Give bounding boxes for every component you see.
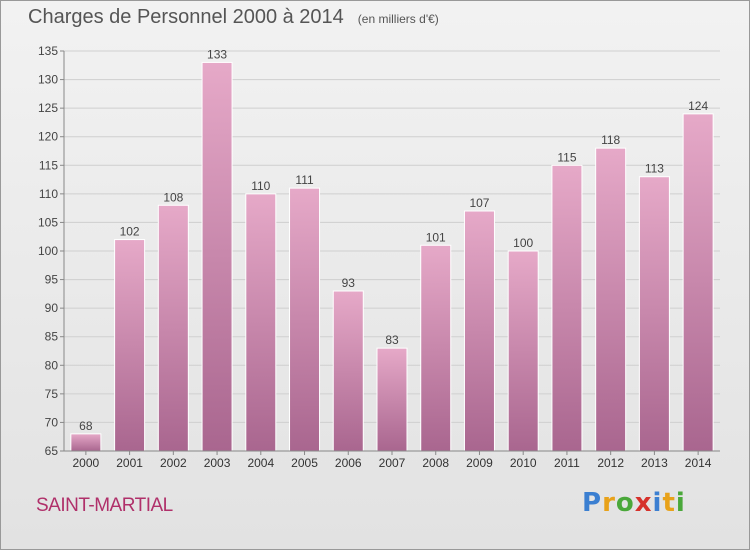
y-tick-label: 70 xyxy=(45,415,59,429)
y-tick-label: 65 xyxy=(45,444,59,458)
x-tick-label: 2000 xyxy=(73,456,100,470)
bar xyxy=(157,204,189,452)
data-label: 110 xyxy=(251,179,270,193)
bar xyxy=(289,187,321,452)
data-label: 100 xyxy=(513,236,533,250)
y-tick-label: 95 xyxy=(45,273,59,287)
unit-label: (en milliers d'€) xyxy=(357,12,439,26)
x-tick-label: 2010 xyxy=(510,456,537,470)
data-label: 133 xyxy=(207,47,227,61)
bar xyxy=(507,250,539,452)
data-label: 101 xyxy=(426,230,446,244)
x-tick-label: 2006 xyxy=(335,456,362,470)
logo-letter: x xyxy=(634,488,653,518)
bar xyxy=(332,290,364,452)
x-tick-label: 2009 xyxy=(466,456,493,470)
y-tick-label: 90 xyxy=(45,301,59,315)
x-tick-label: 2007 xyxy=(379,456,406,470)
x-tick-label: 2008 xyxy=(422,456,449,470)
bar xyxy=(551,164,583,452)
y-tick-label: 105 xyxy=(38,215,58,229)
x-tick-label: 2005 xyxy=(291,456,318,470)
bar xyxy=(201,61,233,452)
title-text: Charges de Personnel 2000 à 2014 xyxy=(28,6,344,28)
y-tick-label: 85 xyxy=(45,330,59,344)
chart-title: Charges de Personnel 2000 à 2014 (en mill… xyxy=(28,6,439,29)
bar xyxy=(114,239,146,452)
data-label: 115 xyxy=(557,150,576,164)
bar xyxy=(70,433,102,452)
bar xyxy=(463,210,495,452)
commune-name: SAINT-MARTIAL xyxy=(36,495,173,516)
bar xyxy=(376,347,408,452)
y-tick-label: 75 xyxy=(45,387,59,401)
bar xyxy=(245,193,277,452)
y-tick-label: 125 xyxy=(38,101,58,115)
y-tick-label: 135 xyxy=(38,44,58,58)
y-tick-label: 100 xyxy=(38,244,58,258)
x-tick-label: 2001 xyxy=(116,456,143,470)
y-tick-label: 80 xyxy=(45,358,59,372)
bar xyxy=(638,176,670,452)
bar xyxy=(682,113,714,452)
x-tick-label: 2003 xyxy=(204,456,231,470)
data-label: 124 xyxy=(688,99,708,113)
data-label: 93 xyxy=(342,276,356,290)
y-axis: 65 70 75 80 85 90 95 100 105 110 115 120 125 130 135 xyxy=(38,44,65,458)
data-label: 113 xyxy=(645,162,664,176)
y-tick-label: 120 xyxy=(38,130,58,144)
data-label: 83 xyxy=(385,333,399,347)
x-tick-label: 2014 xyxy=(685,456,712,470)
logo-letter: i xyxy=(675,488,686,518)
logo-letter: r xyxy=(602,488,616,518)
proxiti-logo[interactable]: Proxiti xyxy=(582,488,686,518)
data-label: 108 xyxy=(163,190,183,204)
data-label: 111 xyxy=(295,173,314,187)
logo-letter: i xyxy=(652,488,663,518)
y-tick-label: 110 xyxy=(39,187,58,201)
data-label: 102 xyxy=(120,225,140,239)
x-tick-label: 2012 xyxy=(597,456,624,470)
bars: 68 102 108 133 110 111 93 83 101 107 100 115 118 113 1… xyxy=(70,47,714,452)
bar xyxy=(420,244,452,452)
logo-letter: P xyxy=(582,488,603,518)
data-label: 68 xyxy=(79,419,93,433)
logo-letter: o xyxy=(615,488,635,518)
x-axis: 2000 2001 2002 2003 2004 2005 2006 2007 2008 2009… xyxy=(64,450,720,470)
logo-letter: t xyxy=(662,488,676,518)
data-label: 118 xyxy=(601,133,620,147)
y-tick-label: 115 xyxy=(39,158,58,172)
x-tick-label: 2002 xyxy=(160,456,187,470)
y-tick-label: 130 xyxy=(38,73,58,87)
x-tick-label: 2013 xyxy=(641,456,668,470)
x-tick-label: 2011 xyxy=(554,456,580,470)
data-label: 107 xyxy=(469,196,489,210)
x-tick-label: 2004 xyxy=(247,456,274,470)
bar xyxy=(595,147,627,452)
